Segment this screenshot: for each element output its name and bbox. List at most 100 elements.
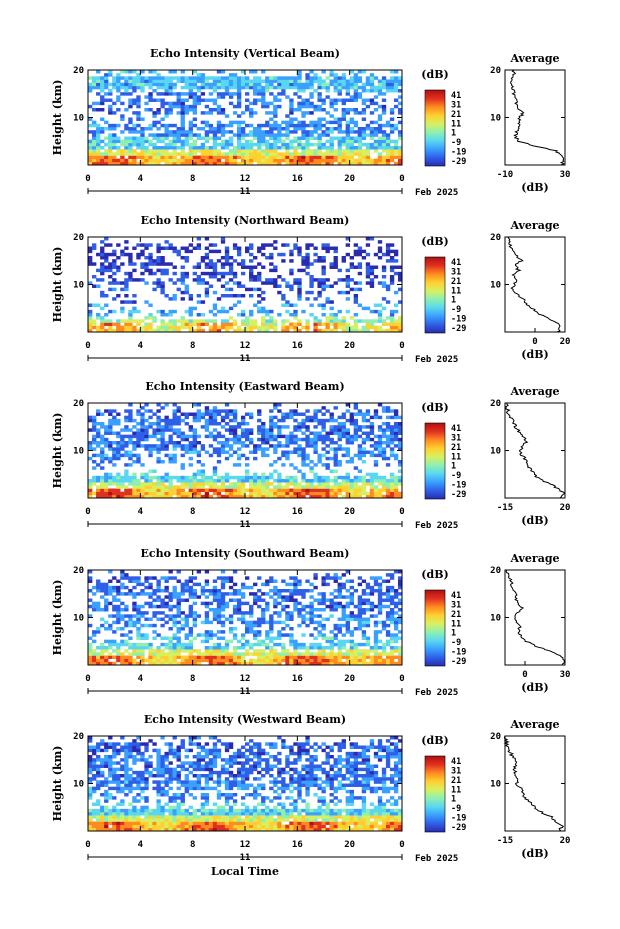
heatmap-cell <box>236 161 242 166</box>
heatmap-cell <box>285 300 290 304</box>
heatmap-cell <box>249 608 254 612</box>
heatmap-cell <box>172 403 177 407</box>
heatmap-cell <box>160 76 165 80</box>
heatmap-cell <box>140 117 145 121</box>
heatmap-cell <box>385 456 391 461</box>
heatmap-cell <box>313 463 318 467</box>
heatmap-cell <box>397 494 403 499</box>
heatmap-cell <box>128 592 133 596</box>
heatmap-cell <box>257 431 262 435</box>
heatmap-cell <box>116 152 121 156</box>
heatmap-cell <box>249 287 254 292</box>
heatmap-cell <box>381 76 387 80</box>
heatmap-cell <box>144 428 149 432</box>
heatmap-cell <box>269 636 274 640</box>
heatmap-cell <box>377 611 383 615</box>
heatmap-cell <box>329 130 334 134</box>
heatmap-cell <box>381 92 387 96</box>
heatmap-cell <box>317 104 322 109</box>
heatmap-cell <box>232 491 238 496</box>
heatmap-cell <box>369 111 375 115</box>
heatmap-cell <box>236 136 242 140</box>
heatmap-cell <box>88 604 93 609</box>
heatmap-cell <box>172 652 177 656</box>
heatmap-cell <box>196 133 202 137</box>
heatmap-cell <box>112 146 117 150</box>
heatmap-cell <box>208 130 214 134</box>
heatmap-cell <box>277 456 282 461</box>
heatmap-cell <box>313 627 318 631</box>
heatmap-cell <box>220 108 226 112</box>
heatmap-cell <box>361 636 367 640</box>
heatmap-cell <box>329 456 334 461</box>
heatmap-cell <box>257 287 262 292</box>
heatmap-cell <box>277 475 282 480</box>
heatmap-cell <box>393 303 399 307</box>
heatmap-cell <box>172 265 177 269</box>
heatmap-cell <box>140 614 145 618</box>
heatmap-cell <box>156 617 161 621</box>
heatmap-cell <box>96 70 101 74</box>
heatmap-cell <box>397 447 403 451</box>
heatmap-cell <box>253 642 258 647</box>
heatmap-cell <box>180 494 185 499</box>
heatmap-cell <box>349 130 354 134</box>
heatmap-cell <box>301 325 306 330</box>
heatmap-cell <box>377 488 383 492</box>
heatmap-cell <box>128 475 133 480</box>
heatmap-cell <box>192 611 197 615</box>
heatmap-cell <box>321 453 326 458</box>
heatmap-cell <box>144 76 149 80</box>
heatmap-cell <box>120 306 125 311</box>
heatmap-cell <box>329 146 334 150</box>
heatmap-cell <box>188 633 193 637</box>
heatmap-cell <box>88 325 93 330</box>
heatmap-cell <box>192 82 197 87</box>
heatmap-cell <box>116 123 121 128</box>
heatmap-cell <box>373 309 379 314</box>
heatmap-cell <box>204 281 210 285</box>
heatmap-cell <box>373 661 379 666</box>
heatmap-cell <box>100 252 105 257</box>
heatmap-cell <box>337 460 342 464</box>
heatmap-cell <box>341 136 346 140</box>
heatmap-cell <box>92 120 97 125</box>
heatmap-cell <box>128 403 133 407</box>
heatmap-cell <box>200 281 206 285</box>
heatmap-cell <box>377 592 383 596</box>
heatmap-cell <box>216 447 222 451</box>
heatmap-cell <box>208 453 214 458</box>
heatmap-cell <box>196 658 202 663</box>
heatmap-cell <box>341 623 346 628</box>
heatmap-cell <box>240 617 246 621</box>
heatmap-cell <box>96 475 101 480</box>
heatmap-cell <box>261 479 266 483</box>
heatmap-cell <box>245 661 250 666</box>
heatmap-cell <box>156 456 161 461</box>
heatmap-cell <box>357 252 363 257</box>
heatmap-cell <box>297 592 302 596</box>
heatmap-cell <box>188 444 193 448</box>
heatmap-cell <box>305 589 310 593</box>
heatmap-cell <box>253 623 258 628</box>
heatmap-cell <box>353 98 359 102</box>
heatmap-cell <box>212 133 218 137</box>
heatmap-cell <box>289 325 294 330</box>
heatmap-cell <box>373 630 379 634</box>
heatmap-cell <box>180 120 185 125</box>
heatmap-cell <box>385 139 391 144</box>
heatmap-cell <box>309 415 314 420</box>
heatmap-cell <box>385 316 391 320</box>
heatmap-cell <box>204 111 210 115</box>
heatmap-cell <box>164 294 169 298</box>
heatmap-cell <box>180 278 185 282</box>
heatmap-cell <box>349 161 354 166</box>
heatmap-cell <box>309 313 314 317</box>
heatmap-cell <box>220 85 226 90</box>
heatmap-cell <box>168 246 173 250</box>
heatmap-cell <box>168 89 173 93</box>
heatmap-cell <box>144 243 149 247</box>
heatmap-cell <box>293 246 298 250</box>
heatmap-cell <box>369 431 375 435</box>
heatmap-cell <box>245 630 250 634</box>
